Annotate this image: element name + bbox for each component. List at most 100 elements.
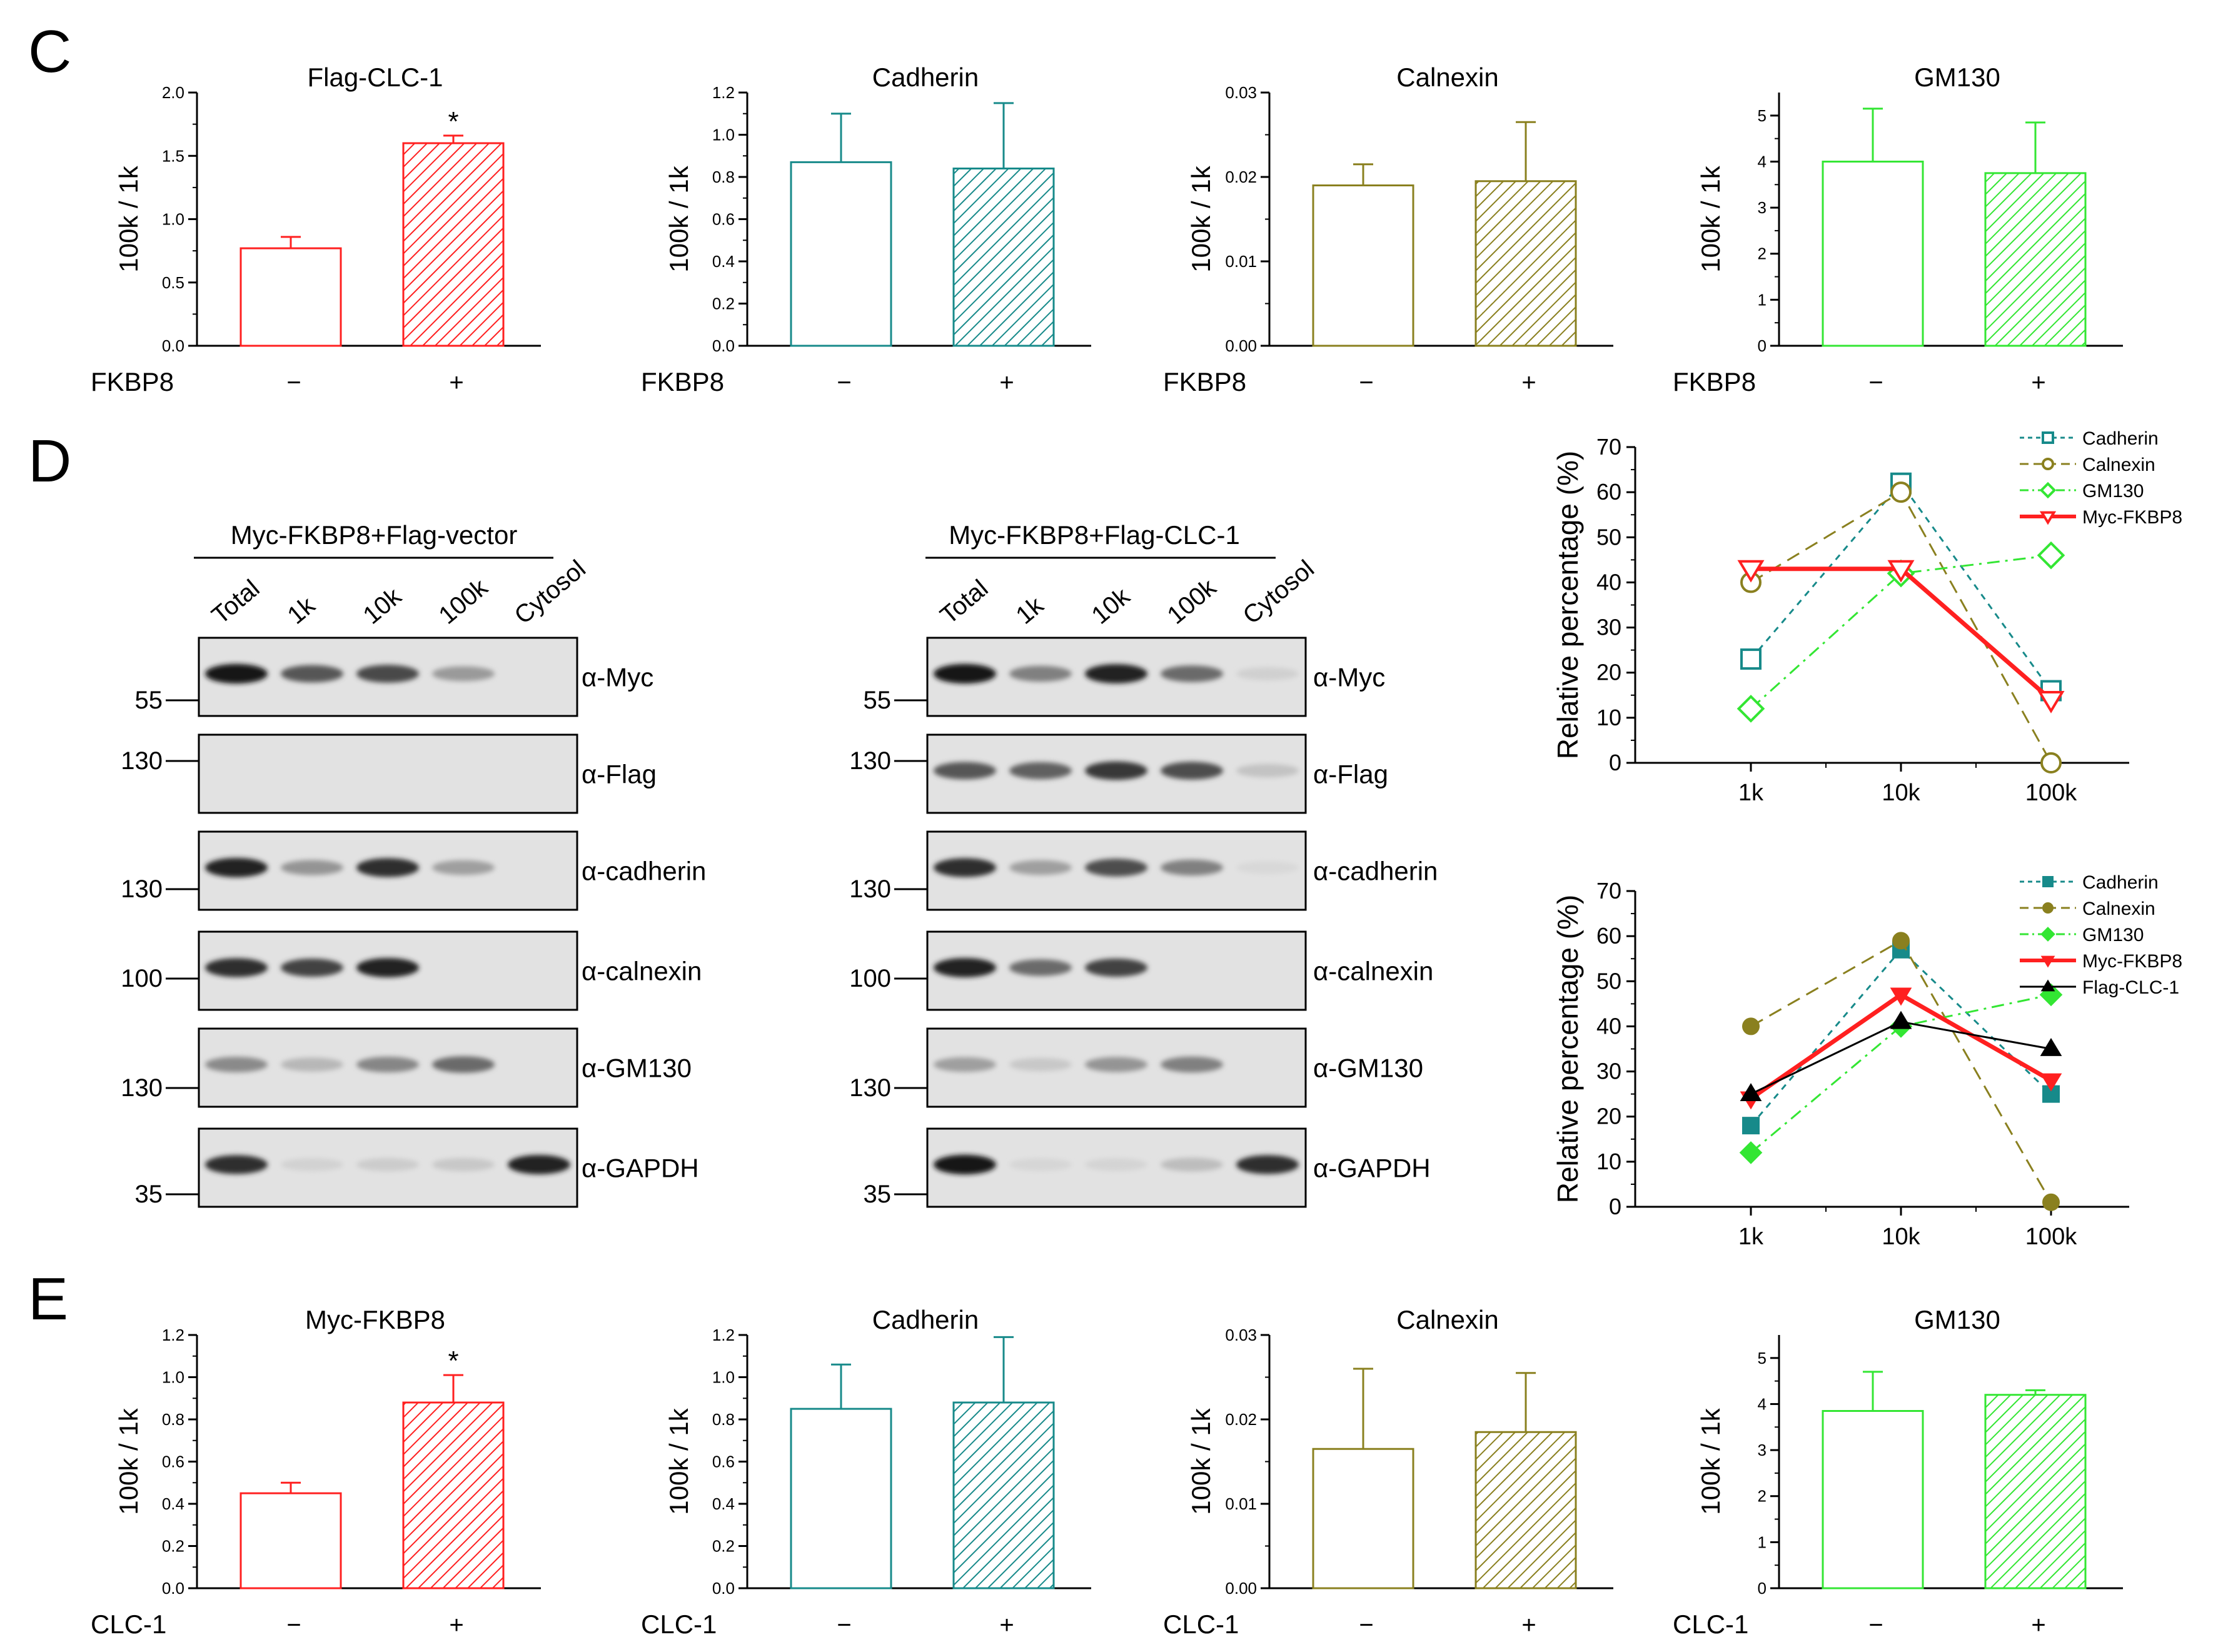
antibody-label: α-GAPDH	[582, 1154, 699, 1183]
lane-label: 10k	[358, 582, 407, 630]
lane-label: Total	[207, 575, 265, 630]
blot-band	[281, 1158, 343, 1171]
antibody-label: α-Myc	[582, 663, 653, 692]
treatment-label: CLC-1	[1163, 1609, 1239, 1639]
x-tick-label: 100k	[2025, 1224, 2077, 1250]
legend-item: Calnexin	[2020, 899, 2155, 919]
blot-band	[1236, 667, 1299, 680]
lane-label: Cytosol	[510, 555, 591, 629]
y-tick-label: 50	[1596, 524, 1621, 550]
chart-title: GM130	[1914, 63, 2000, 92]
y-tick-label: 0.6	[712, 210, 735, 229]
y-tick-label: 60	[1596, 479, 1621, 505]
y-tick-label: 0.6	[712, 1453, 735, 1471]
lane-label: 1k	[1011, 591, 1049, 630]
y-tick-label: 0	[1758, 336, 1767, 355]
treatment-label: CLC-1	[91, 1609, 166, 1639]
legend-item: Cadherin	[2020, 428, 2159, 449]
y-tick-label: 0.03	[1225, 1326, 1257, 1344]
bar-chart-e2: 0.0 0.2 0.4 0.6 0.8 1.0 1.2 100k / 1k Cadherin − +…	[641, 1305, 1091, 1639]
y-tick-label: 1.5	[162, 146, 184, 165]
x-category-label: −	[1359, 369, 1373, 396]
marker-triangle-down	[1890, 987, 1912, 1006]
y-axis-label: 100k / 1k	[664, 165, 693, 272]
blot-row: α-Myc 55	[135, 637, 653, 717]
blot-row: α-cadherin 130	[849, 830, 1438, 911]
panel-label-c: C	[28, 18, 72, 85]
blot-band	[281, 959, 343, 977]
lane-label: Cytosol	[1238, 555, 1319, 629]
y-tick-label: 4	[1758, 1394, 1767, 1413]
y-tick-label: 10	[1596, 1149, 1621, 1174]
y-tick-label: 0.4	[712, 252, 735, 271]
bar-chart-c4: 0 1 2 3 4 5 100k / 1k GM130 − + FKBP8	[1673, 63, 2123, 396]
legend-item: Flag-CLC-1	[2020, 977, 2179, 998]
mw-marker-label: 130	[849, 747, 891, 775]
blot-band	[934, 958, 996, 977]
legend-item: GM130	[2020, 925, 2144, 945]
mw-marker-label: 55	[864, 687, 892, 714]
x-category-label: −	[837, 1611, 851, 1639]
y-tick-label: 40	[1596, 1013, 1621, 1039]
y-tick-label: 0.6	[162, 1453, 184, 1471]
treatment-label: FKBP8	[1163, 367, 1246, 396]
y-tick-label: 1.0	[162, 1368, 184, 1387]
legend-item: Cadherin	[2020, 872, 2159, 893]
marker-circle	[2042, 1193, 2060, 1211]
mw-marker-label: 130	[849, 875, 891, 903]
marker-triangle-down	[2040, 955, 2055, 968]
bar	[1312, 184, 1414, 347]
blot-band	[508, 1155, 570, 1174]
y-tick-label: 0.2	[712, 1537, 735, 1556]
blot-band	[1161, 1056, 1223, 1073]
y-tick-label: 1.2	[162, 1326, 184, 1344]
blot-band	[432, 666, 495, 682]
x-category-label: +	[999, 1611, 1014, 1639]
x-category-label: +	[449, 1611, 463, 1639]
blot-band	[281, 860, 343, 875]
y-tick-label: 30	[1596, 1059, 1621, 1084]
mw-marker-label: 130	[121, 875, 163, 903]
marker-circle	[2042, 458, 2054, 470]
y-tick-label: 5	[1758, 106, 1767, 125]
mw-marker-label: 100	[121, 965, 163, 992]
treatment-label: CLC-1	[641, 1609, 717, 1639]
bar	[239, 247, 342, 347]
y-tick-label: 0.03	[1225, 83, 1257, 102]
marker-diamond	[2037, 541, 2065, 570]
marker-triangle-up	[1890, 1010, 1912, 1029]
significance-star: *	[448, 106, 458, 137]
lane-label: Total	[935, 575, 994, 630]
y-tick-label: 0.01	[1225, 252, 1257, 271]
series-line	[1750, 992, 2052, 1100]
bar-chart-c2: 0.0 0.2 0.4 0.6 0.8 1.0 1.2 100k / 1k Cadherin − +…	[641, 63, 1091, 396]
x-category-label: −	[1868, 1611, 1883, 1639]
bar	[402, 142, 505, 347]
bar	[1312, 1448, 1414, 1589]
treatment-label: FKBP8	[1673, 367, 1756, 396]
chart-title: Cadherin	[872, 1305, 979, 1334]
y-tick-label: 60	[1596, 923, 1621, 949]
x-tick-label: 10k	[1882, 780, 1920, 806]
treatment-label: FKBP8	[91, 367, 174, 396]
blot-band	[1236, 861, 1299, 874]
series-myc-fkbp8	[1740, 987, 2062, 1110]
y-tick-label: 30	[1596, 615, 1621, 640]
antibody-label: α-GAPDH	[1313, 1154, 1431, 1183]
marker-diamond	[1739, 1141, 1763, 1164]
y-tick-label: 0.4	[162, 1494, 184, 1513]
y-tick-label: 1.2	[712, 83, 735, 102]
blot-panel-right: Myc-FKBP8+Flag-CLC-1 Total 1k 10k 100k Cytoso…	[849, 520, 1438, 1208]
blot-row: α-GM130 130	[121, 1027, 692, 1108]
antibody-label: α-Myc	[1313, 663, 1385, 692]
blot-band	[1009, 1057, 1072, 1072]
lane-label: 10k	[1087, 582, 1136, 630]
legend-item: GM130	[2020, 481, 2144, 501]
lane-label: 100k	[434, 573, 493, 630]
y-tick-label: 0.8	[162, 1410, 184, 1429]
y-tick-label: 0.4	[712, 1494, 735, 1513]
mw-marker-label: 130	[121, 1074, 163, 1102]
bar	[1474, 180, 1577, 347]
marker-square	[2042, 876, 2054, 887]
y-tick-label: 70	[1596, 878, 1621, 904]
